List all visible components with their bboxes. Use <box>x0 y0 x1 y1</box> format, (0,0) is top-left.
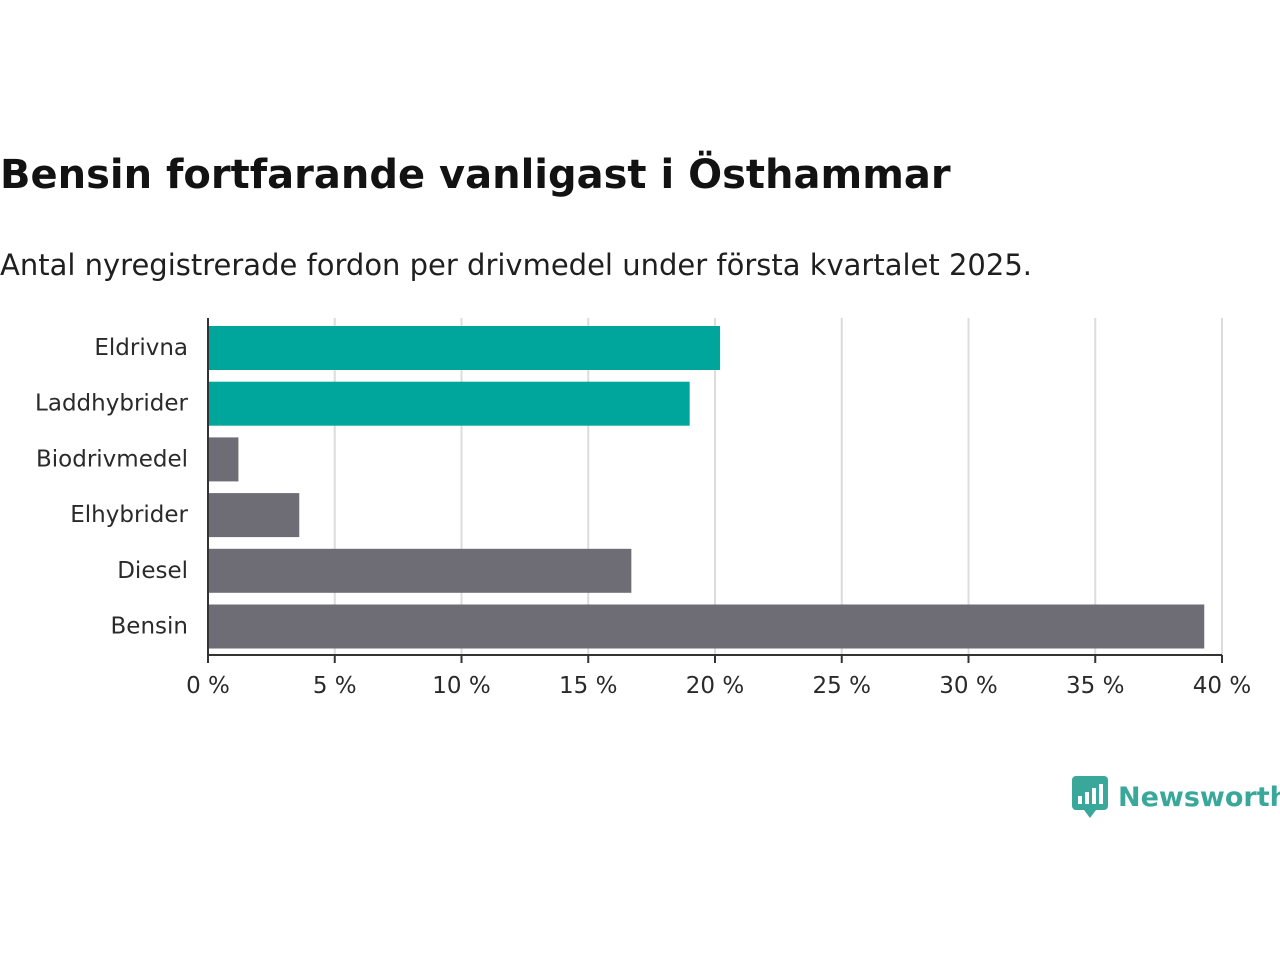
x-tick-label: 15 % <box>559 673 617 699</box>
x-tick-label: 25 % <box>813 673 871 699</box>
bar <box>208 493 300 538</box>
bar <box>208 381 690 426</box>
newsworthy-logo: Newsworthy <box>1072 776 1280 818</box>
bar <box>208 437 239 482</box>
bar-chart: Eldrivna Laddhybrider Biodrivmedel Elhybrid… <box>35 318 1251 699</box>
category-label: Eldrivna <box>94 335 188 361</box>
category-label: Elhybrider <box>70 502 188 528</box>
chart-title: Bensin fortfarande vanligast i Östhammar <box>0 152 951 198</box>
category-label: Diesel <box>117 558 188 584</box>
x-tick-label: 20 % <box>686 673 744 699</box>
x-tick-label: 5 % <box>313 673 357 699</box>
bar <box>208 326 721 370</box>
bar <box>208 604 1205 649</box>
x-tick-label: 40 % <box>1193 673 1251 699</box>
newsworthy-logo-icon <box>1072 776 1108 818</box>
category-label: Bensin <box>111 614 188 640</box>
category-label: Biodrivmedel <box>36 446 188 472</box>
chart-subtitle: Antal nyregistrerade fordon per drivmede… <box>0 248 1033 282</box>
bar <box>208 548 632 593</box>
category-label: Laddhybrider <box>35 391 188 417</box>
x-tick-label: 10 % <box>432 673 490 699</box>
brand-name: Newsworthy <box>1118 781 1280 813</box>
x-tick-label: 35 % <box>1066 673 1124 699</box>
x-tick-label: 0 % <box>186 673 230 699</box>
x-tick-label: 30 % <box>939 673 997 699</box>
